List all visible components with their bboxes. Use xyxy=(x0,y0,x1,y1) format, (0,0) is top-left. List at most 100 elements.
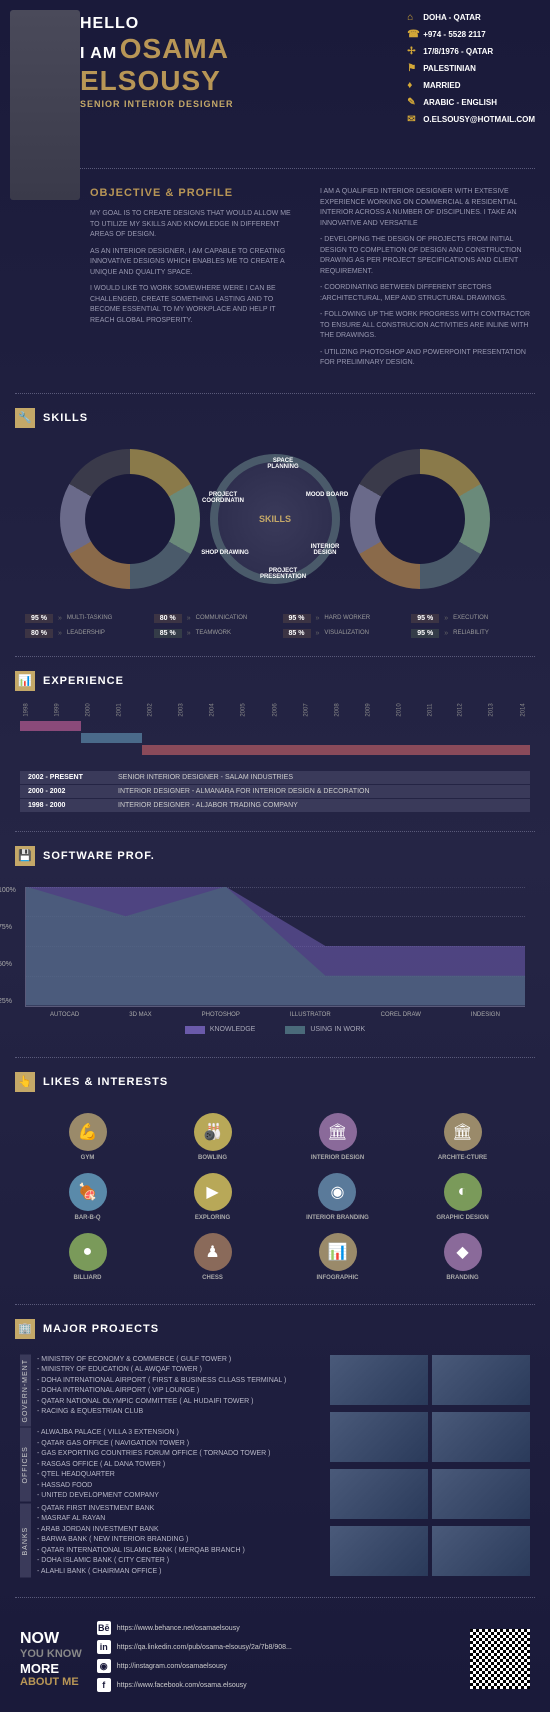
interest-item: ◉INTERIOR BRANDING xyxy=(306,1173,369,1221)
interest-icon: ▶ xyxy=(194,1173,232,1211)
contact-icon: ⌂ xyxy=(407,12,417,23)
contact-text: 17/8/1976 - QATAR xyxy=(423,47,493,56)
thumb xyxy=(432,1355,530,1405)
interest-icon: 💪 xyxy=(69,1113,107,1151)
chart-icon: 📊 xyxy=(15,671,35,691)
contact-item: ⌂ DOHA - QATAR xyxy=(407,12,535,23)
contact-icon: ✉ xyxy=(407,114,417,125)
contact-icon: ☎ xyxy=(407,29,417,40)
skill-bar-item: 95 %»HARD WORKER xyxy=(283,614,397,623)
footer-more: MORE xyxy=(20,1661,82,1676)
footer-now: NOW xyxy=(20,1630,82,1648)
social-link[interactable]: Bēhttps://www.behance.net/osamaelsousy xyxy=(97,1621,455,1635)
interests-header: 👆 LIKES & INTERESTS xyxy=(0,1066,550,1098)
projects-section: GOVERN-MENT- MINISTRY OF ECONOMY & COMME… xyxy=(0,1345,550,1590)
firstname: OSAMA xyxy=(120,33,229,64)
left-dial xyxy=(60,449,200,589)
interest-icon: 🏛 xyxy=(319,1113,357,1151)
contact-item: ♦ MARRIED xyxy=(407,80,535,91)
contact-item: ✎ ARABIC - ENGLISH xyxy=(407,97,535,108)
contact-icon: ⚑ xyxy=(407,63,417,74)
tools-icon: 🔧 xyxy=(15,408,35,428)
skills-header: 🔧 SKILLS xyxy=(0,402,550,434)
contact-item: ✉ O.ELSOUSY@HOTMAIL.COM xyxy=(407,114,535,125)
interest-item: ●BILLIARD xyxy=(69,1233,107,1281)
thumb xyxy=(330,1355,428,1405)
skills-center: SKILLS SPACE PLANNING MOOD BOARD INTERIO… xyxy=(210,454,340,584)
social-link[interactable]: fhttps://www.facebook.com/osama.elsousy xyxy=(97,1678,455,1692)
interest-item: 🏛ARCHITE-CTURE xyxy=(438,1113,487,1161)
interest-item: ▶EXPLORING xyxy=(194,1173,232,1221)
contact-list: ⌂ DOHA - QATAR ☎ +974 - 5528 2117 ✢ 17/8/1976… xyxy=(407,12,535,131)
project-thumbnails xyxy=(330,1355,530,1580)
thumb xyxy=(432,1412,530,1462)
skill-bars: 95 %»MULTI-TASKING80 %»COMMUNICATION95 %… xyxy=(0,604,550,648)
contact-icon: ✎ xyxy=(407,97,417,108)
contact-text: +974 - 5528 2117 xyxy=(423,30,486,39)
skill-bar-item: 85 %»TEAMWORK xyxy=(154,629,268,638)
contact-icon: ♦ xyxy=(407,80,417,91)
legend-item: USING IN WORK xyxy=(285,1026,365,1034)
social-links: Bēhttps://www.behance.net/osamaelsousy in… xyxy=(97,1621,455,1697)
experience-header: 📊 EXPERIENCE xyxy=(0,665,550,697)
thumb xyxy=(432,1469,530,1519)
interest-item: 💪GYM xyxy=(69,1113,107,1161)
timeline-bar xyxy=(142,745,530,755)
software-header: 💾 SOFTWARE PROF. xyxy=(0,840,550,872)
contact-text: MARRIED xyxy=(423,81,460,90)
interest-item: 🍖BAR-B-Q xyxy=(69,1173,107,1221)
skill-bar-item: 95 %»EXECUTION xyxy=(411,614,525,623)
interest-icon: ◆ xyxy=(444,1233,482,1271)
contact-text: ARABIC - ENGLISH xyxy=(423,98,497,107)
contact-item: ⚑PALESTINIAN xyxy=(407,63,535,74)
objective-section: OBJECTIVE & PROFILE MY GOAL IS TO CREATE… xyxy=(0,177,550,385)
contact-item: ☎ +974 - 5528 2117 xyxy=(407,29,535,40)
skill-bar-item: 85 %»VISUALIZATION xyxy=(283,629,397,638)
header: HELLO I AM OSAMA ELSOUSY SENIOR INTERIOR… xyxy=(0,0,550,160)
iam-text: I AM xyxy=(80,45,117,62)
thumb xyxy=(330,1412,428,1462)
project-category: GOVERN-MENT- MINISTRY OF ECONOMY & COMME… xyxy=(20,1355,320,1427)
interest-icon: 🎳 xyxy=(194,1113,232,1151)
contact-text: O.ELSOUSY@HOTMAIL.COM xyxy=(423,115,535,124)
skill-bar-item: 80 %»LEADERSHIP xyxy=(25,629,139,638)
footer: NOW YOU KNOW MORE ABOUT ME Bēhttps://www… xyxy=(0,1606,550,1712)
interest-icon: 🏛 xyxy=(444,1113,482,1151)
skill-bar-item: 80 %»COMMUNICATION xyxy=(154,614,268,623)
pointer-icon: 👆 xyxy=(15,1072,35,1092)
interest-icon: ♟ xyxy=(194,1233,232,1271)
objective-title: OBJECTIVE & PROFILE xyxy=(90,187,300,199)
contact-icon: ✢ xyxy=(407,46,417,57)
thumb xyxy=(330,1469,428,1519)
right-dial xyxy=(350,449,490,589)
interest-icon: ◉ xyxy=(318,1173,356,1211)
skill-bar-item: 95 %»RELIABILITY xyxy=(411,629,525,638)
timeline-bar xyxy=(20,721,81,731)
social-icon: Bē xyxy=(97,1621,111,1635)
interest-item: ♟CHESS xyxy=(194,1233,232,1281)
interest-item: ◆BRANDING xyxy=(444,1233,482,1281)
building-icon: 🏢 xyxy=(15,1319,35,1339)
interest-icon: 🍖 xyxy=(69,1173,107,1211)
social-link[interactable]: ◉http://instagram.com/osamaelsousy xyxy=(97,1659,455,1673)
project-category: BANKS- QATAR FIRST INVESTMENT BANK- MASR… xyxy=(20,1504,320,1578)
disk-icon: 💾 xyxy=(15,846,35,866)
interest-item: 🏛INTERIOR DESIGN xyxy=(311,1113,364,1161)
timeline-bar xyxy=(81,733,142,743)
social-icon: in xyxy=(97,1640,111,1654)
software-chart: 100%75%50%25% AUTOCAD3D MAXPHOTOSHOPILLU… xyxy=(0,872,550,1049)
experience-row: 1998 - 2000INTERIOR DESIGNER - ALJABOR T… xyxy=(20,799,530,812)
qr-code xyxy=(470,1629,530,1689)
experience-row: 2000 - 2002INTERIOR DESIGNER - ALMANARA … xyxy=(20,785,530,798)
timeline: 1998199920002001200220032004200520062007… xyxy=(0,697,550,823)
interest-item: 🎳BOWLING xyxy=(194,1113,232,1161)
footer-youknow: YOU KNOW xyxy=(20,1648,82,1660)
social-link[interactable]: inhttps://qa.linkedin.com/pub/osama-elso… xyxy=(97,1640,455,1654)
project-category: OFFICES- ALWAJBA PALACE ( VILLA 3 EXTENS… xyxy=(20,1428,320,1502)
social-icon: f xyxy=(97,1678,111,1692)
interest-icon: ◐ xyxy=(444,1173,482,1211)
contact-text: DOHA - QATAR xyxy=(423,13,481,22)
interests-grid: 💪GYM 🎳BOWLING 🏛INTERIOR DESIGN 🏛ARCHITE-CTU… xyxy=(0,1098,550,1296)
profile-photo xyxy=(10,10,80,200)
legend-item: KNOWLEDGE xyxy=(185,1026,256,1034)
